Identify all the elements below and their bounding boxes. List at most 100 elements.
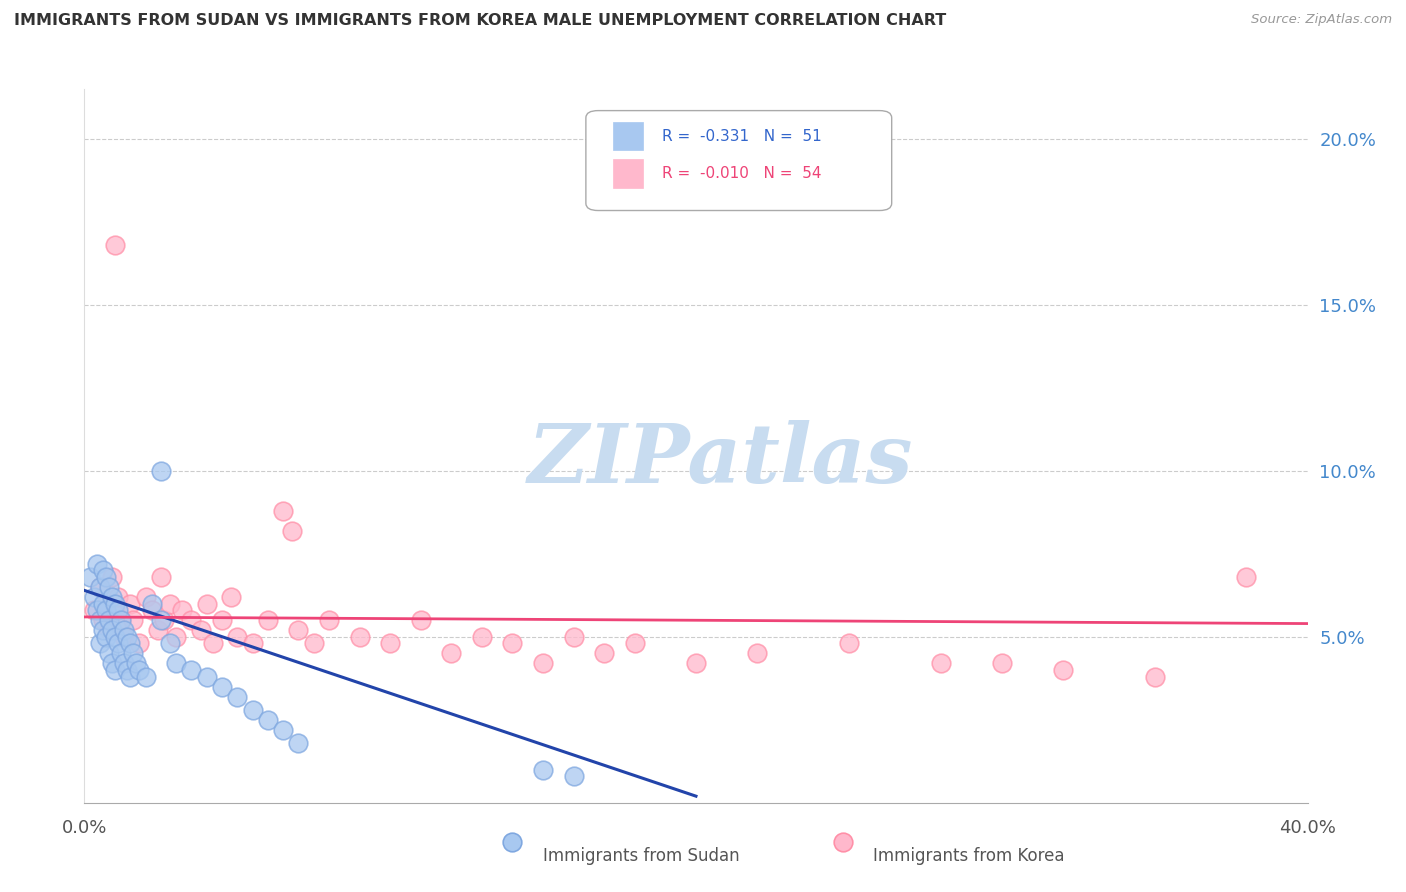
Point [89, 580, 111, 594]
Point [226, 630, 249, 644]
Point [112, 657, 135, 671]
Point [110, 613, 132, 627]
Point [97, 647, 120, 661]
Point [83, 603, 105, 617]
Point [165, 630, 187, 644]
Point [128, 636, 150, 650]
Point [180, 663, 202, 677]
Point [991, 657, 1014, 671]
Point [104, 238, 127, 252]
Point [349, 630, 371, 644]
Point [531, 763, 554, 777]
Point [135, 590, 157, 604]
Text: Source: ZipAtlas.com: Source: ZipAtlas.com [1251, 13, 1392, 27]
Point [97, 613, 120, 627]
Point [107, 603, 129, 617]
Point [172, 603, 194, 617]
Point [110, 613, 132, 627]
Point [531, 657, 554, 671]
Point [101, 624, 124, 638]
Point [318, 613, 340, 627]
Point [302, 636, 325, 650]
Point [112, 630, 135, 644]
Text: Immigrants from Korea: Immigrants from Korea [873, 847, 1064, 865]
Point [211, 613, 233, 627]
Point [110, 647, 132, 661]
Point [79, 570, 101, 584]
Point [101, 657, 124, 671]
Point [685, 657, 707, 671]
Point [120, 670, 142, 684]
Point [112, 624, 135, 638]
Point [91, 613, 114, 627]
Point [195, 597, 218, 611]
Point [141, 597, 163, 611]
Point [83, 590, 105, 604]
Point [502, 636, 524, 650]
Point [593, 647, 616, 661]
Point [94, 630, 117, 644]
Point [838, 636, 860, 650]
Point [86, 557, 108, 571]
Point [89, 613, 111, 627]
Point [380, 636, 402, 650]
Point [107, 590, 129, 604]
Point [271, 723, 294, 737]
Point [149, 613, 172, 627]
Text: Immigrants from Sudan: Immigrants from Sudan [543, 847, 740, 865]
Point [94, 603, 117, 617]
Text: R =  -0.010   N =  54: R = -0.010 N = 54 [662, 166, 821, 181]
Text: R =  -0.331   N =  51: R = -0.331 N = 51 [662, 128, 821, 144]
Point [104, 603, 127, 617]
Point [89, 636, 111, 650]
Point [219, 590, 242, 604]
Point [747, 647, 769, 661]
Point [91, 564, 114, 578]
Point [89, 580, 111, 594]
Point [159, 597, 181, 611]
Bar [613, 160, 644, 188]
Point [115, 663, 138, 677]
Point [440, 647, 463, 661]
Point [97, 624, 120, 638]
Bar [613, 121, 644, 150]
Point [91, 597, 114, 611]
Point [471, 630, 494, 644]
Point [1052, 663, 1074, 677]
Point [94, 597, 117, 611]
Point [281, 524, 304, 538]
Point [1236, 570, 1258, 584]
Point [195, 670, 218, 684]
Point [1143, 670, 1166, 684]
Point [101, 570, 124, 584]
Point [562, 630, 585, 644]
Point [149, 570, 172, 584]
Point [257, 613, 280, 627]
Point [180, 613, 202, 627]
Point [120, 597, 142, 611]
Point [125, 657, 148, 671]
Point [91, 624, 114, 638]
Point [107, 636, 129, 650]
Point [115, 630, 138, 644]
Point [165, 657, 187, 671]
Point [287, 624, 309, 638]
Point [242, 703, 264, 717]
Point [120, 636, 142, 650]
Point [190, 624, 212, 638]
Point [271, 504, 294, 518]
Point [141, 603, 163, 617]
Point [97, 580, 120, 594]
Text: ZIPatlas: ZIPatlas [527, 420, 912, 500]
FancyBboxPatch shape [586, 111, 891, 211]
Point [409, 613, 432, 627]
Point [104, 630, 127, 644]
Point [101, 590, 124, 604]
Point [624, 636, 647, 650]
Point [211, 680, 233, 694]
Point [153, 613, 176, 627]
Point [149, 464, 172, 478]
Point [104, 597, 127, 611]
Point [242, 636, 264, 650]
Point [122, 647, 145, 661]
